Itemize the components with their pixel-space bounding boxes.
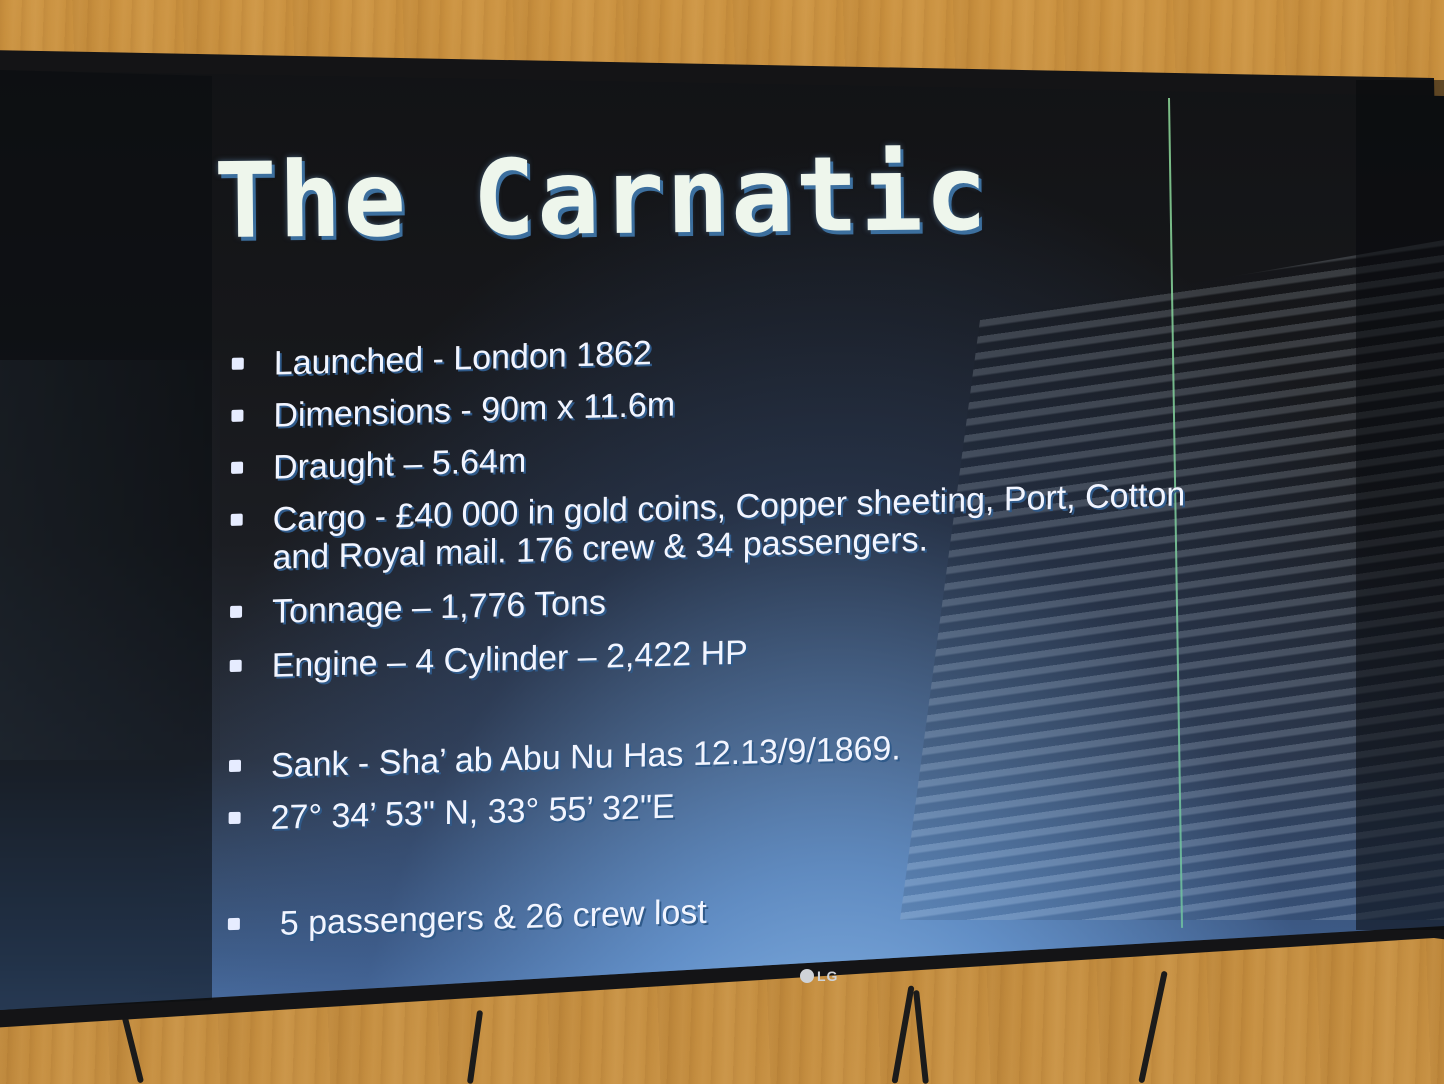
bullet-text: Draught – 5.64m [272,441,527,487]
bullet-marker [230,605,243,618]
bullet-marker [231,409,244,422]
bullet-marker [228,759,242,773]
bullet-marker [231,357,244,370]
lg-logo-icon [800,969,814,983]
tv-brand-logo: LG [800,968,838,984]
screen-right-edge [1356,80,1444,930]
slide-dark-margin [0,70,212,1010]
tv-brand-text: LG [817,968,839,984]
bullet-marker [230,513,243,526]
bullet-marker [229,659,242,673]
bullet-marker [227,917,240,931]
bullet-marker [231,461,244,474]
slide-title: The Carnatic [213,131,990,262]
bullet-marker [228,811,241,825]
